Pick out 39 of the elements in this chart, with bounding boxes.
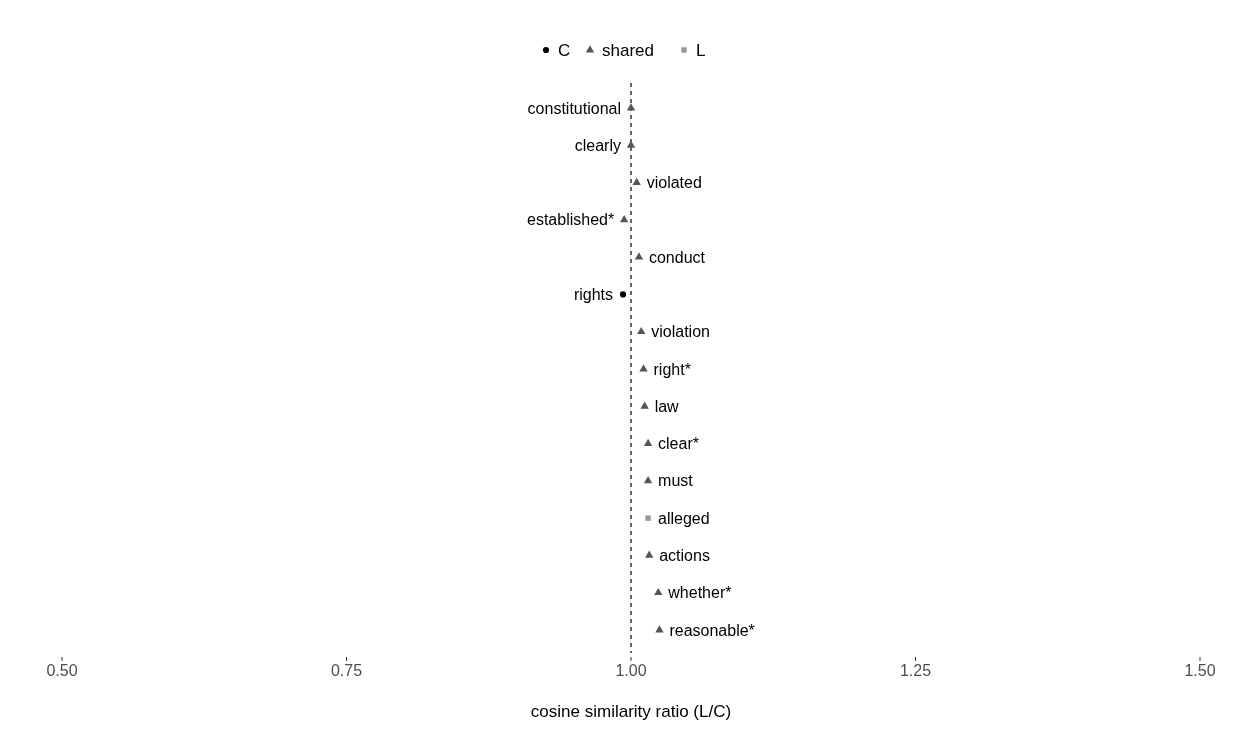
y-tick-label: law bbox=[654, 397, 680, 415]
point bbox=[643, 438, 653, 446]
point bbox=[634, 252, 644, 260]
y-tick-label: actions bbox=[659, 547, 710, 565]
legend-label: shared bbox=[602, 40, 654, 60]
y-tick-label: established* bbox=[527, 211, 615, 229]
point bbox=[654, 587, 663, 596]
y-tick-label: must bbox=[658, 472, 694, 490]
x-tick-label: 1.00 bbox=[615, 662, 647, 679]
point bbox=[639, 364, 648, 372]
point bbox=[643, 476, 653, 484]
y-tick-label: right* bbox=[653, 360, 691, 378]
x-tick-label: 1.25 bbox=[899, 662, 932, 679]
y-tick-label: alleged bbox=[658, 509, 710, 527]
y-tick-label: whether* bbox=[667, 584, 732, 602]
legend-label: C bbox=[558, 40, 571, 60]
y-tick-label: constitutional bbox=[527, 99, 621, 117]
y-tick-label: conduct bbox=[648, 248, 706, 266]
y-tick-label: rights bbox=[573, 286, 614, 304]
x-tick-label: 0.50 bbox=[46, 662, 78, 679]
point bbox=[620, 215, 629, 223]
x-tick-label: 0.75 bbox=[330, 662, 363, 679]
point bbox=[619, 291, 627, 298]
point bbox=[626, 140, 636, 148]
x-tick-label: 1.50 bbox=[1184, 662, 1216, 679]
y-tick-label: violated bbox=[646, 174, 702, 192]
legend-label: L bbox=[696, 40, 706, 60]
point bbox=[632, 177, 641, 185]
point bbox=[640, 401, 649, 409]
y-tick-label: violation bbox=[651, 323, 710, 341]
point bbox=[637, 326, 646, 335]
point bbox=[645, 515, 651, 521]
point bbox=[645, 550, 654, 558]
y-tick-label: clear* bbox=[658, 435, 699, 453]
point bbox=[626, 103, 636, 111]
y-tick-label: reasonable* bbox=[669, 621, 755, 639]
y-tick-label: clearly bbox=[574, 136, 621, 154]
point bbox=[655, 625, 664, 633]
x-axis-title: cosine similarity ratio (L/C) bbox=[530, 702, 732, 721]
